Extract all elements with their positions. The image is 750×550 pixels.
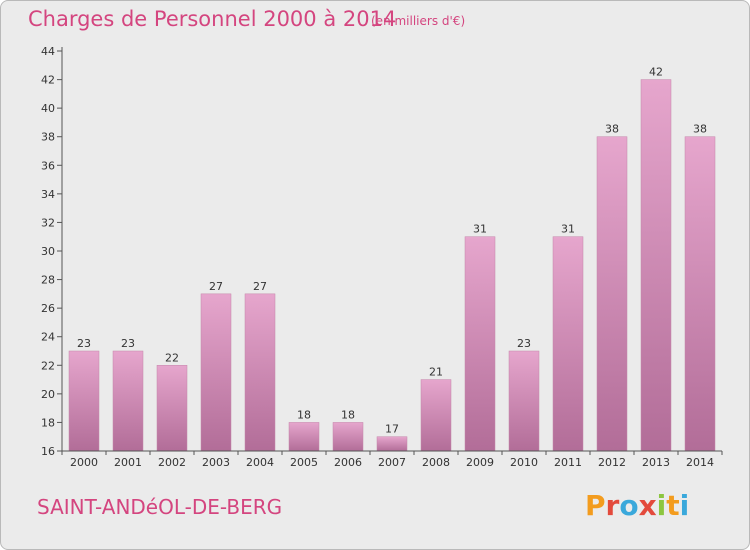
bar-2010 <box>508 350 540 452</box>
data-label-2011: 31 <box>561 223 575 236</box>
bar-2002 <box>156 365 188 452</box>
y-tick-label: 40 <box>41 102 55 115</box>
data-label-2005: 18 <box>297 408 311 421</box>
data-label-2006: 18 <box>341 408 355 421</box>
data-label-2007: 17 <box>385 423 399 436</box>
data-label-2010: 23 <box>517 337 531 350</box>
y-tick-label: 18 <box>41 416 55 429</box>
data-label-2002: 22 <box>165 351 179 364</box>
bar-2003 <box>200 293 232 452</box>
x-tick-label-2009: 2009 <box>466 456 494 469</box>
x-tick-label-2003: 2003 <box>202 456 230 469</box>
data-label-2004: 27 <box>253 280 267 293</box>
x-tick-label-2011: 2011 <box>554 456 582 469</box>
x-axis: 2000 2001 2002 2003 2004 2005 2006 2007 2008 2009… <box>61 450 723 469</box>
y-axis: 16 18 20 22 24 26 28 30 32 34 36 38 40 42 44 <box>41 45 63 458</box>
y-tick-label: 44 <box>41 45 55 58</box>
y-tick-label: 30 <box>41 245 55 258</box>
y-tick-label: 22 <box>41 359 55 372</box>
x-tick-label-2014: 2014 <box>686 456 714 469</box>
bar-2000 <box>68 350 100 452</box>
x-tick-label-2012: 2012 <box>598 456 626 469</box>
x-tick-label-2010: 2010 <box>510 456 538 469</box>
x-tick-label-2002: 2002 <box>158 456 186 469</box>
y-tick-label: 24 <box>41 331 55 344</box>
y-tick-label: 20 <box>41 388 55 401</box>
bar-2001 <box>112 350 144 452</box>
y-tick-label: 38 <box>41 131 55 144</box>
y-tick-label: 16 <box>41 445 55 458</box>
x-tick-label-2004: 2004 <box>246 456 274 469</box>
x-tick-label-2008: 2008 <box>422 456 450 469</box>
bars: 23 23 22 27 27 18 18 17 21 31 23 31 38 42 38 <box>68 66 716 452</box>
chart-subtitle: (en milliers d'€) <box>371 14 466 28</box>
bar-2009 <box>464 236 496 452</box>
data-label-2008: 21 <box>429 366 443 379</box>
y-tick-label: 28 <box>41 274 55 287</box>
data-label-2012: 38 <box>605 123 619 136</box>
x-tick-label-2005: 2005 <box>290 456 318 469</box>
y-tick-label: 32 <box>41 216 55 229</box>
proxiti-logo: Proxiti <box>585 489 690 522</box>
bar-2013 <box>640 79 672 452</box>
commune-name: SAINT-ANDéOL-DE-BERG <box>37 495 283 519</box>
y-tick-label: 42 <box>41 74 55 87</box>
bar-2014 <box>684 136 716 452</box>
data-label-2009: 31 <box>473 223 487 236</box>
data-label-2001: 23 <box>121 337 135 350</box>
data-label-2013: 42 <box>649 66 663 79</box>
bar-2005 <box>288 422 320 452</box>
data-label-2014: 38 <box>693 123 707 136</box>
bar-2011 <box>552 236 584 452</box>
bar-2008 <box>420 379 452 452</box>
x-tick-label-2007: 2007 <box>378 456 406 469</box>
x-tick-label-2006: 2006 <box>334 456 362 469</box>
x-tick-label-2001: 2001 <box>114 456 142 469</box>
y-tick-label: 36 <box>41 159 55 172</box>
x-tick-label-2000: 2000 <box>70 456 98 469</box>
data-label-2003: 27 <box>209 280 223 293</box>
bar-2006 <box>332 422 364 452</box>
y-tick-label: 34 <box>41 188 55 201</box>
x-tick-label-2013: 2013 <box>642 456 670 469</box>
bar-2004 <box>244 293 276 452</box>
chart-title: Charges de Personnel 2000 à 2014 <box>28 7 397 31</box>
bar-2012 <box>596 136 628 452</box>
y-tick-label: 26 <box>41 302 55 315</box>
data-label-2000: 23 <box>77 337 91 350</box>
bar-2007 <box>376 436 408 452</box>
